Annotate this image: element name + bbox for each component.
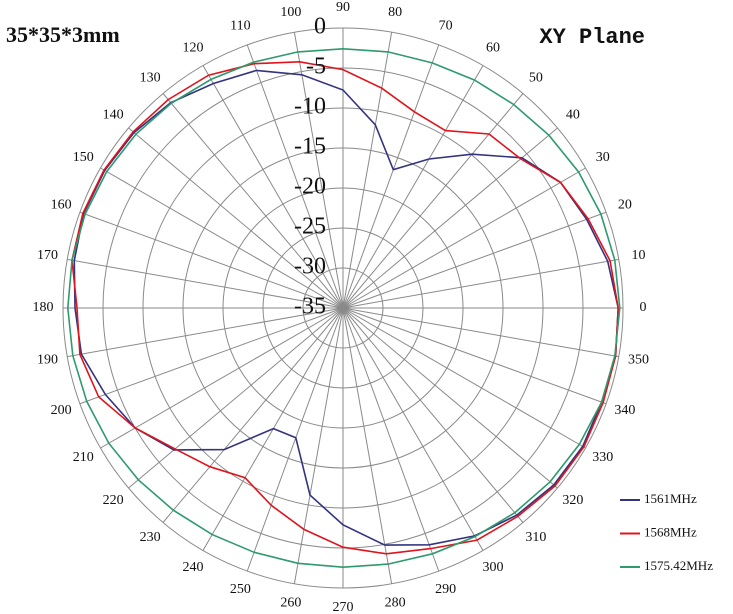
r-tick-label: -5 <box>306 54 326 80</box>
angle-tick-label: 0 <box>640 300 647 315</box>
grid-spoke <box>342 32 393 309</box>
grid-spoke <box>202 65 344 309</box>
r-tick-label: -35 <box>294 294 326 320</box>
angle-tick-label: 330 <box>592 450 613 465</box>
angle-tick-label: 80 <box>388 5 402 20</box>
angle-tick-label: 180 <box>33 300 54 315</box>
legend-label: 1568MHz <box>644 524 697 539</box>
grid-spoke <box>342 307 607 405</box>
grid-spoke <box>67 307 344 358</box>
angle-tick-label: 100 <box>280 5 301 20</box>
angle-tick-label: 120 <box>183 40 204 55</box>
angle-tick-label: 230 <box>140 530 161 545</box>
annotation: 35*35*3mm <box>6 22 120 47</box>
chart-title: XY Plane <box>539 25 645 50</box>
grid-spoke <box>100 307 344 449</box>
angle-tick-label: 290 <box>435 582 456 597</box>
angle-tick-label: 60 <box>486 40 500 55</box>
angle-tick-label: 250 <box>230 582 251 597</box>
grid-spoke <box>246 44 344 309</box>
grid-spoke <box>342 307 586 449</box>
grid-spoke <box>100 167 344 309</box>
r-tick-label: -25 <box>294 214 326 240</box>
series-line <box>71 60 620 555</box>
angle-tick-label: 240 <box>183 560 204 575</box>
angle-tick-label: 260 <box>280 596 301 611</box>
angle-tick-label: 220 <box>103 493 124 508</box>
angle-tick-label: 310 <box>525 530 546 545</box>
r-tick-label: -15 <box>294 134 326 160</box>
angle-tick-label: 110 <box>230 18 250 33</box>
angle-tick-label: 350 <box>628 352 649 367</box>
series-line <box>66 47 621 569</box>
angle-tick-label: 280 <box>385 596 406 611</box>
grid-spoke <box>293 307 344 584</box>
angle-tick-label: 170 <box>37 248 58 263</box>
angle-tick-label: 30 <box>596 150 610 165</box>
grid <box>62 27 624 589</box>
grid-spoke <box>128 127 344 309</box>
grid-spoke <box>67 258 344 309</box>
grid-spoke <box>246 307 344 572</box>
grid-spoke <box>342 258 619 309</box>
angle-tick-label: 140 <box>103 107 124 122</box>
angle-tick-label: 190 <box>37 352 58 367</box>
r-tick-label: 0 <box>314 14 326 40</box>
grid-spoke <box>162 307 344 523</box>
angle-tick-label: 150 <box>73 150 94 165</box>
grid-spoke <box>293 32 344 309</box>
grid-spoke <box>79 307 344 405</box>
angle-tick-label: 70 <box>439 18 453 33</box>
angle-tick-label: 300 <box>483 560 504 575</box>
grid-spoke <box>79 211 344 309</box>
angle-tick-label: 90 <box>336 0 350 15</box>
grid-spoke <box>342 93 524 309</box>
grid-spoke <box>342 44 440 309</box>
grid-spoke <box>342 167 586 309</box>
r-tick-label: -10 <box>294 94 326 120</box>
angle-tick-label: 210 <box>73 450 94 465</box>
r-tick-label: -20 <box>294 174 326 200</box>
grid-spoke <box>342 307 440 572</box>
angle-tick-label: 160 <box>51 198 72 213</box>
grid-spoke <box>342 307 484 551</box>
grid-spoke <box>342 307 393 584</box>
grid-spoke <box>342 307 558 489</box>
r-tick-label: -30 <box>294 254 326 280</box>
angle-tick-label: 50 <box>529 70 543 85</box>
angle-tick-label: 340 <box>614 403 635 418</box>
legend-label: 1561MHz <box>644 491 697 506</box>
angle-tick-label: 320 <box>562 493 583 508</box>
grid-spoke <box>342 307 619 358</box>
grid-spoke <box>342 65 484 309</box>
labels: 0 10 20 30 40 50 60 70 80 90 100 110 120 130 140 150 160… <box>33 0 649 614</box>
grid-spoke <box>342 127 558 309</box>
grid-spoke <box>128 307 344 489</box>
grid-spoke <box>162 93 344 309</box>
angle-tick-label: 130 <box>140 70 161 85</box>
angle-tick-label: 200 <box>51 403 72 418</box>
angle-tick-label: 20 <box>618 198 632 213</box>
grid-spoke <box>342 211 607 309</box>
legend-label: 1575.42MHz <box>644 558 713 573</box>
grid-spoke <box>342 307 524 523</box>
angle-tick-label: 40 <box>566 107 580 122</box>
angle-tick-label: 10 <box>631 248 645 263</box>
angle-tick-label: 270 <box>333 600 354 614</box>
